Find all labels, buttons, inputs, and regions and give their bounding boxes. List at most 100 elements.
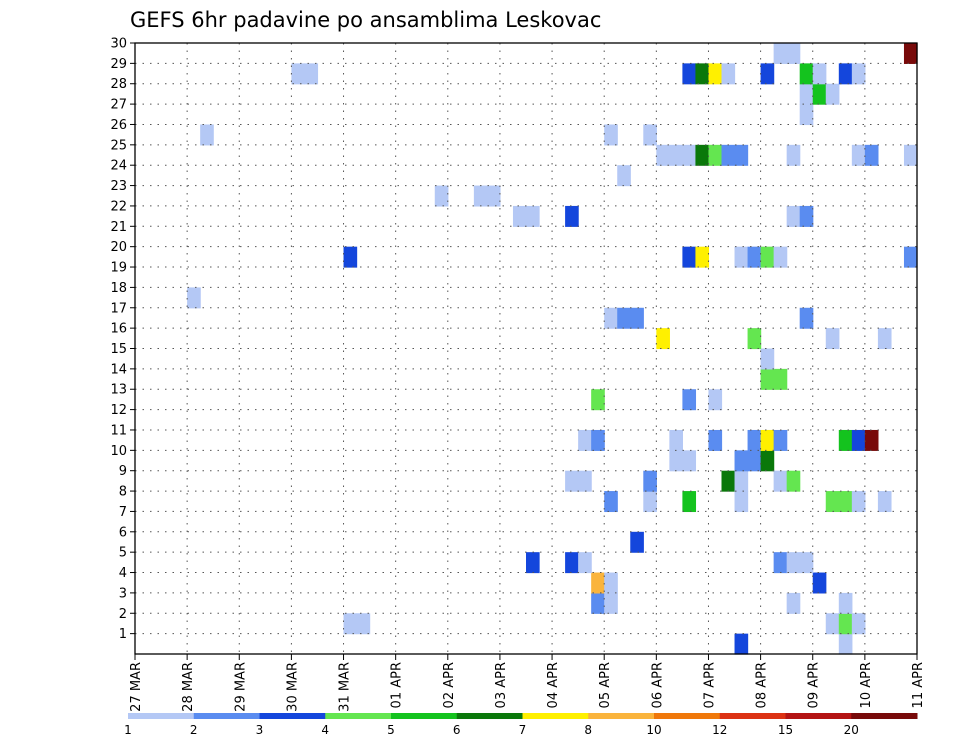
precip-cell — [604, 307, 618, 329]
precip-cell — [799, 83, 814, 105]
precip-cell — [773, 470, 788, 492]
precip-cell — [565, 552, 579, 574]
precip-cell — [682, 63, 697, 85]
precip-cell — [682, 246, 697, 268]
precip-cell — [591, 429, 605, 451]
precip-cell — [877, 328, 892, 350]
precip-cell — [526, 205, 540, 227]
x-tick-label: 11 APR — [911, 662, 926, 708]
x-tick-label: 03 APR — [494, 662, 509, 708]
precip-cell — [512, 205, 527, 227]
precip-cell — [799, 205, 814, 227]
precip-cell — [903, 144, 918, 166]
legend-label: 3 — [256, 723, 264, 737]
precip-cell — [903, 43, 918, 64]
grid-layer — [135, 43, 917, 654]
x-tick-label: 06 APR — [650, 662, 665, 708]
precip-cell — [591, 389, 605, 411]
precip-cell — [304, 63, 319, 85]
precip-cell — [682, 491, 697, 513]
y-tick-label: 10 — [110, 444, 127, 459]
precip-cell — [747, 246, 762, 268]
legend-swatch — [391, 713, 458, 719]
legend-label: 12 — [712, 723, 727, 737]
precip-cell — [786, 470, 801, 492]
x-tick-label: 04 APR — [546, 662, 561, 708]
precip-cell — [851, 429, 866, 451]
precip-cell — [760, 63, 775, 85]
precip-cell — [578, 552, 592, 574]
y-tick-label: 16 — [110, 322, 127, 337]
x-tick-label: 10 APR — [859, 662, 874, 708]
legend-swatch — [456, 713, 523, 719]
precip-cell — [786, 552, 801, 574]
precip-cell — [630, 531, 644, 553]
color-legend: 1 2 3 4 5 6 7 8 10 12 15 20 — [124, 713, 918, 737]
legend-swatch — [193, 713, 260, 719]
precip-cell — [825, 328, 840, 350]
y-tick-label: 23 — [110, 179, 127, 194]
legend-label: 5 — [387, 723, 395, 737]
y-tick-label: 2 — [119, 607, 127, 622]
precip-cell — [786, 144, 801, 166]
legend-swatch — [325, 713, 392, 719]
legend-swatch — [522, 713, 589, 719]
precip-cell — [578, 429, 592, 451]
legend-swatch — [128, 713, 195, 719]
precip-cell — [786, 592, 801, 614]
x-tick-label: 30 MAR — [285, 662, 300, 712]
legend-swatch — [259, 713, 326, 719]
y-tick-label: 28 — [110, 77, 127, 92]
y-tick-label: 25 — [110, 138, 127, 153]
precip-cell — [825, 491, 840, 513]
precip-cell — [799, 307, 814, 329]
chart-title: GEFS 6hr padavine po ansamblima Leskovac — [130, 8, 601, 32]
precip-cell — [643, 124, 657, 146]
precip-cell — [356, 613, 371, 635]
y-tick-label: 29 — [110, 57, 127, 72]
precip-cell — [851, 144, 866, 166]
precip-cell — [747, 450, 762, 472]
y-tick-label: 26 — [110, 118, 127, 133]
precip-cell — [760, 246, 775, 268]
precip-cell — [591, 592, 605, 614]
legend-swatch — [719, 713, 786, 719]
precip-cell — [695, 63, 710, 85]
precip-cell — [838, 429, 853, 451]
y-tick-label: 5 — [119, 546, 127, 561]
precip-cell — [526, 552, 540, 574]
y-tick-label: 20 — [110, 240, 127, 255]
precip-cell — [903, 246, 918, 268]
precip-cell — [565, 470, 579, 492]
precip-cell — [617, 165, 631, 187]
precip-cell — [838, 63, 853, 85]
x-tick-label: 07 APR — [702, 662, 717, 708]
precip-cell — [864, 429, 879, 451]
legend-label: 2 — [190, 723, 198, 737]
precip-cell — [825, 83, 840, 105]
y-tick-label: 27 — [110, 98, 127, 113]
legend-label: 1 — [124, 723, 132, 737]
y-tick-label: 8 — [119, 485, 127, 500]
y-tick-label: 11 — [110, 423, 127, 438]
precip-cell — [760, 348, 775, 370]
precip-cell — [604, 572, 618, 594]
precip-cell — [851, 63, 866, 85]
precip-cell — [812, 63, 827, 85]
legend-label: 6 — [453, 723, 461, 737]
y-tick-label: 15 — [110, 342, 127, 357]
legend-label: 15 — [778, 723, 793, 737]
precip-cell — [747, 429, 762, 451]
precip-cell — [565, 205, 579, 227]
y-tick-label: 13 — [110, 383, 127, 398]
x-tick-label: 08 APR — [755, 662, 770, 708]
x-tick-label: 28 MAR — [181, 662, 196, 712]
y-tick-label: 24 — [110, 159, 127, 174]
cell-layer — [187, 43, 918, 655]
precip-cell — [760, 429, 775, 451]
precip-cell — [434, 185, 449, 207]
legend-swatch — [588, 713, 655, 719]
precip-cell — [812, 83, 827, 105]
legend-label: 10 — [646, 723, 661, 737]
